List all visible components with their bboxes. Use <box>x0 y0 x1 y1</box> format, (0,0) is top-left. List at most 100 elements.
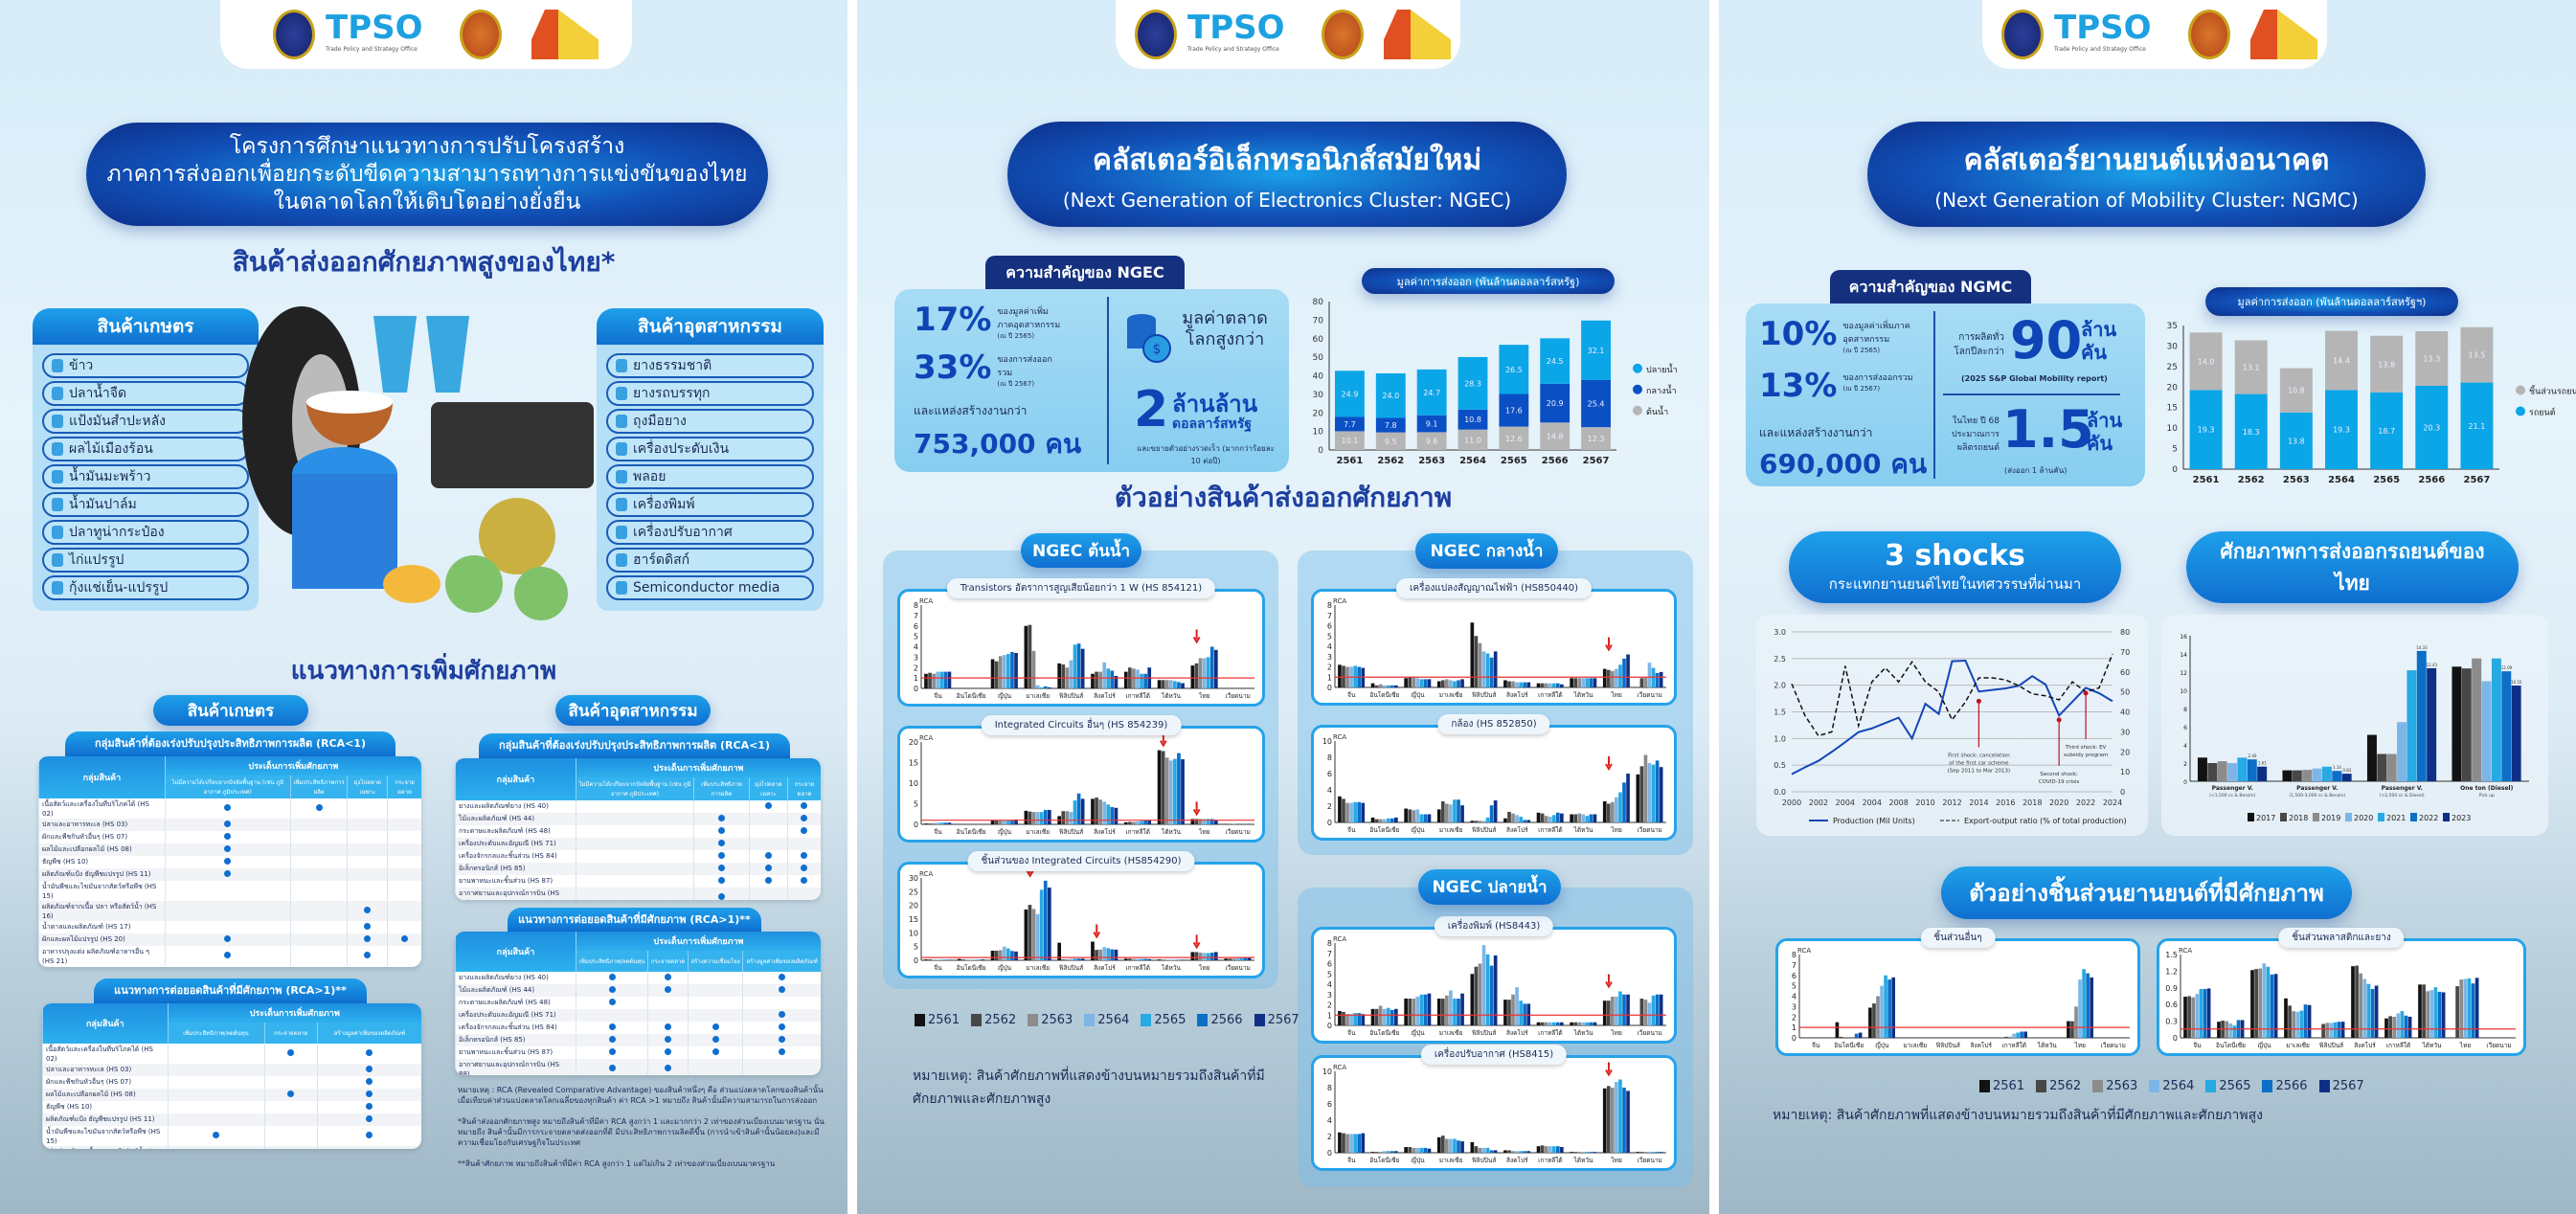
table-cell <box>164 831 291 843</box>
bar <box>2288 1005 2292 1038</box>
row-label: ผลิตภัณฑ์จากเนื้อ ปลา หรือสัตว์น้ำ (HS 1… <box>38 901 166 921</box>
y-tick-label: 1 <box>914 674 918 683</box>
bar <box>2282 770 2293 781</box>
x-tick-label: อินโดนีเซีย <box>957 828 986 836</box>
x-tick-label: 2563 <box>1418 456 1445 466</box>
jobs-label: และแหล่งสร้างงานกว่า <box>914 404 1028 417</box>
tpso-logo: TPSO Trade Policy and Strategy Office <box>1187 9 1285 53</box>
bar <box>1523 1151 1527 1153</box>
x-tick-sublabel: (<1,500 cc & Benzin) <box>2209 793 2255 798</box>
bar <box>2067 1021 2070 1038</box>
bar <box>939 671 944 688</box>
jobs-value: 753,000 คน <box>914 428 1082 460</box>
y-tick-label: 0 <box>1792 1034 1796 1043</box>
bar <box>1353 801 1357 822</box>
bar <box>1585 816 1590 822</box>
bar <box>1589 1152 1593 1153</box>
agri-item: ปลาน้ำจืด <box>42 381 249 406</box>
x-tick-label: ฟิลิปปินส์ <box>2319 1042 2343 1049</box>
x-tick-label: อินโดนีเซีย <box>1369 1029 1399 1037</box>
check-dot-icon <box>366 1103 373 1110</box>
printer-image <box>431 402 594 488</box>
check-dot-icon <box>712 1036 719 1043</box>
x-tick-label: ญี่ปุ่น <box>1411 825 1425 834</box>
bar <box>1478 821 1482 822</box>
bar <box>1445 995 1449 1025</box>
table-cell <box>387 856 421 868</box>
legend-label: 2563 <box>2106 1079 2138 1093</box>
tpso-logo: TPSO Trade Policy and Strategy Office <box>2054 9 2152 53</box>
axis-label: RCA <box>919 597 933 605</box>
chart-title: ชิ้นส่วนพลาสติกและยาง <box>2278 928 2405 948</box>
check-dot-icon <box>366 1066 373 1072</box>
table-cell <box>387 901 421 921</box>
table-cell <box>693 825 750 838</box>
legend: Production (Mil Units) Export-output rati… <box>1809 817 2127 825</box>
legend-item: 2563 <box>2092 1079 2137 1093</box>
product-icon <box>616 387 627 400</box>
check-dot-icon <box>224 804 232 811</box>
annotation-text: (Sep 2011 to Mar 2013) <box>1948 768 2011 774</box>
x-tick-label: 2000 <box>1782 798 1801 807</box>
bar <box>1615 1082 1618 1153</box>
bar <box>1436 999 1441 1025</box>
check-dot-icon <box>224 935 232 942</box>
bar <box>961 959 965 960</box>
bar <box>1577 1152 1582 1153</box>
table-row: ผลิตภัณฑ์แป้ง ธัญพืชแปรรูป (HS 11) <box>42 1113 421 1126</box>
table-row: ผลิตภัณฑ์จากเนื้อ ปลา หรือสัตว์น้ำ (HS 1… <box>38 901 421 921</box>
row-label: เนื้อสัตว์และเครื่องในที่บริโภคได้ (HS 0… <box>42 1044 168 1064</box>
data-label: 20.9 <box>1547 399 1564 408</box>
data-label: 14.8 <box>1547 433 1564 441</box>
table-cell <box>347 831 388 843</box>
x-tick-label: ไต้หวัน <box>2037 1042 2057 1049</box>
row-label: ไม้และผลิตภัณฑ์ (HS 44) <box>455 813 576 825</box>
table-cell <box>164 946 291 966</box>
check-dot-icon <box>224 833 232 840</box>
table-cell <box>647 1059 689 1075</box>
bar <box>1470 821 1475 822</box>
bar <box>2396 1013 2401 1038</box>
gloves-image <box>373 316 469 393</box>
table-cell <box>316 1076 421 1089</box>
table-cell <box>742 972 821 984</box>
x-tick-label: ไทย <box>1610 1029 1622 1037</box>
agri-item: ปลาทูน่ากระป๋อง <box>42 520 249 545</box>
bar <box>1168 680 1173 688</box>
y-tick-label: 7 <box>1327 612 1332 620</box>
x-tick-label: อินโดนีเซีย <box>1834 1042 1864 1049</box>
y-tick-label: 5 <box>1327 632 1332 641</box>
header-row: กลุ่มสินค้า ประเด็นการเพิ่มศักยภาพ <box>455 932 821 972</box>
product-icon <box>52 442 63 456</box>
bar <box>1493 955 1498 1025</box>
bar <box>1202 658 1207 688</box>
column-header-issues: ประเด็นการเพิ่มศักยภาพ <box>575 932 821 951</box>
bar <box>928 672 932 688</box>
y-tick-label: 0 <box>914 956 918 965</box>
table-row: ปลาและอาหารทะเล (HS 03) <box>42 1064 421 1076</box>
table-cell <box>742 1046 821 1059</box>
x-tick-label: 2564 <box>2328 475 2355 485</box>
y-tick-label: 4 <box>914 643 918 652</box>
table-cell <box>347 819 388 831</box>
check-dot-icon <box>764 877 772 884</box>
row-label: น้ำมันพืชและไขมันจากสัตว์หรือพืช (HS 15) <box>42 1126 168 1146</box>
table-title: แนวทางการต่อยอดสินค้าที่มีศักยภาพ (RCA>1… <box>508 908 761 932</box>
table-cell <box>748 825 788 838</box>
note-rca: หมายเหตุ : RCA (Revealed Comparative Adv… <box>458 1086 824 1105</box>
agri-product-list: สินค้าเกษตร ข้าว ปลาน้ำจืด แป้งมันสำปะหลังผ… <box>33 308 259 611</box>
y-tick-label: 2 <box>1792 1013 1796 1022</box>
table-cell <box>647 1046 689 1059</box>
bar <box>2374 985 2379 1038</box>
table-cell <box>575 800 694 813</box>
tab-industry: สินค้าอุตสาหกรรม <box>555 695 711 726</box>
bar <box>1035 913 1040 960</box>
table-cell <box>748 800 788 813</box>
red-arrow-icon <box>1605 637 1613 652</box>
table-cell <box>347 921 388 933</box>
bar <box>1028 811 1032 824</box>
bar <box>1098 949 1102 960</box>
plot: RCA 0 5 10 15 20 25 30 จีน อินโดนีเซีย ญี่ปุ่น มาเล… <box>909 865 1254 972</box>
bar <box>1213 952 1218 960</box>
bar <box>1593 814 1597 822</box>
